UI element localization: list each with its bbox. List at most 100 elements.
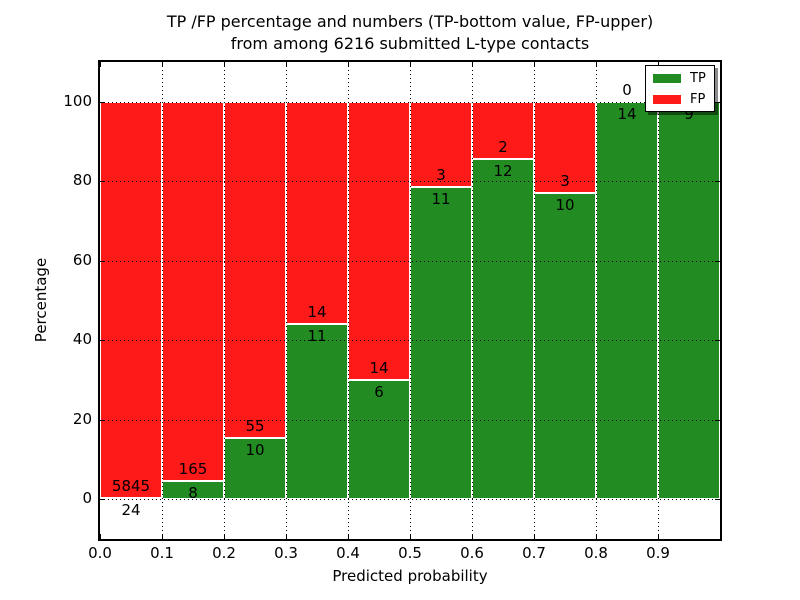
bar-fp-segment [286, 101, 348, 325]
bar-fp-segment [100, 101, 162, 498]
bar-fp-count-label: 2 [498, 137, 508, 156]
fp-color-swatch-icon [653, 94, 681, 104]
bar-tp-segment [348, 380, 410, 500]
tick-mark [715, 260, 720, 262]
x-tick-label: 0.0 [88, 544, 112, 562]
y-axis-title: Percentage [32, 257, 50, 343]
bar-tp-segment [596, 101, 658, 500]
tick-mark [715, 181, 720, 183]
tick-mark [658, 534, 659, 539]
bar-fp-count-label: 55 [245, 417, 265, 436]
tick-mark [100, 340, 105, 342]
legend-entry-tp: TP [653, 71, 707, 85]
tick-mark [100, 419, 105, 421]
tick-mark [715, 499, 720, 501]
bar-tp-segment [658, 101, 720, 500]
x-tick-label: 0.7 [522, 544, 546, 562]
x-axis-title: Predicted probability [332, 567, 488, 585]
x-tick-label: 0.5 [398, 544, 422, 562]
tick-mark [472, 534, 473, 539]
bar-tp-segment [100, 497, 162, 500]
gridline [348, 62, 349, 539]
x-tick-label: 0.2 [212, 544, 236, 562]
bar-tp-segment [410, 186, 472, 500]
bar-tp-count-label: 10 [555, 196, 575, 215]
y-tick-label: 40 [72, 330, 92, 349]
tick-mark [348, 62, 349, 67]
tick-mark [715, 101, 720, 103]
gridline [472, 62, 473, 539]
bar-tp-count-label: 8 [188, 483, 198, 502]
chart-title-line1: TP /FP percentage and numbers (TP-bottom… [166, 12, 654, 31]
chart-title: TP /FP percentage and numbers (TP-bottom… [90, 11, 730, 55]
bar-tp-count-label: 24 [121, 500, 141, 519]
tick-mark [286, 62, 287, 67]
tick-mark [100, 101, 105, 103]
tick-mark [100, 260, 105, 262]
bar-fp-segment [348, 101, 410, 380]
tick-mark [100, 499, 105, 501]
tick-mark [100, 534, 101, 539]
bar-fp-count-label: 165 [178, 459, 208, 478]
bar-tp-count-label: 11 [431, 189, 451, 208]
bar-tp-count-label: 9 [684, 104, 694, 123]
plot-area: 58452416585510141114631121231001409 [100, 62, 720, 539]
tick-mark [100, 181, 105, 183]
bar-fp-segment [224, 101, 286, 439]
tp-color-swatch-icon [653, 73, 681, 83]
y-tick-label: 0 [82, 489, 92, 508]
tick-mark [410, 62, 411, 67]
chart-title-line2: from among 6216 submitted L-type contact… [230, 34, 590, 53]
gridline [658, 62, 659, 539]
tick-mark [715, 419, 720, 421]
tick-mark [472, 62, 473, 67]
gridline [286, 62, 287, 539]
bar-fp-count-label: 3 [560, 172, 570, 191]
x-tick-label: 0.6 [460, 544, 484, 562]
x-tick-label: 0.8 [584, 544, 608, 562]
tick-mark [596, 62, 597, 67]
bar-tp-segment [224, 438, 286, 500]
gridline [410, 62, 411, 539]
y-tick-label: 100 [63, 91, 92, 110]
bar-fp-count-label: 0 [622, 80, 632, 99]
tick-mark [286, 534, 287, 539]
legend-label-fp: FP [690, 91, 706, 107]
bar-tp-segment [286, 324, 348, 500]
legend: TP FP [645, 65, 715, 112]
y-tick-label: 80 [72, 171, 92, 190]
legend-entry-fp: FP [653, 92, 707, 106]
tick-mark [410, 534, 411, 539]
tick-mark [100, 62, 101, 67]
bar-tp-count-label: 11 [307, 327, 327, 346]
tick-mark [534, 62, 535, 67]
tick-mark [224, 62, 225, 67]
bar-tp-count-label: 12 [493, 161, 513, 180]
x-tick-label: 0.9 [646, 544, 670, 562]
tick-mark [162, 62, 163, 67]
bar-fp-count-label: 14 [369, 359, 389, 377]
tick-mark [534, 534, 535, 539]
bar-fp-count-label: 5845 [111, 476, 151, 495]
tick-mark [715, 340, 720, 342]
bar-fp-count-label: 14 [307, 303, 327, 322]
gridline [224, 62, 225, 539]
bar-tp-segment [534, 193, 596, 500]
tick-mark [348, 534, 349, 539]
gridline [534, 62, 535, 539]
gridline [162, 62, 163, 539]
y-tick-label: 60 [72, 250, 92, 269]
bar-fp-count-label: 3 [436, 165, 446, 184]
tick-mark [596, 534, 597, 539]
x-tick-label: 0.3 [274, 544, 298, 562]
bar-tp-count-label: 6 [374, 383, 384, 401]
bar-tp-count-label: 14 [617, 104, 637, 123]
tick-mark [162, 534, 163, 539]
gridline [596, 62, 597, 539]
bar-fp-segment [162, 101, 224, 481]
legend-label-tp: TP [690, 70, 706, 86]
tick-mark [658, 62, 659, 67]
x-tick-label: 0.4 [336, 544, 360, 562]
y-tick-label: 20 [72, 409, 92, 428]
